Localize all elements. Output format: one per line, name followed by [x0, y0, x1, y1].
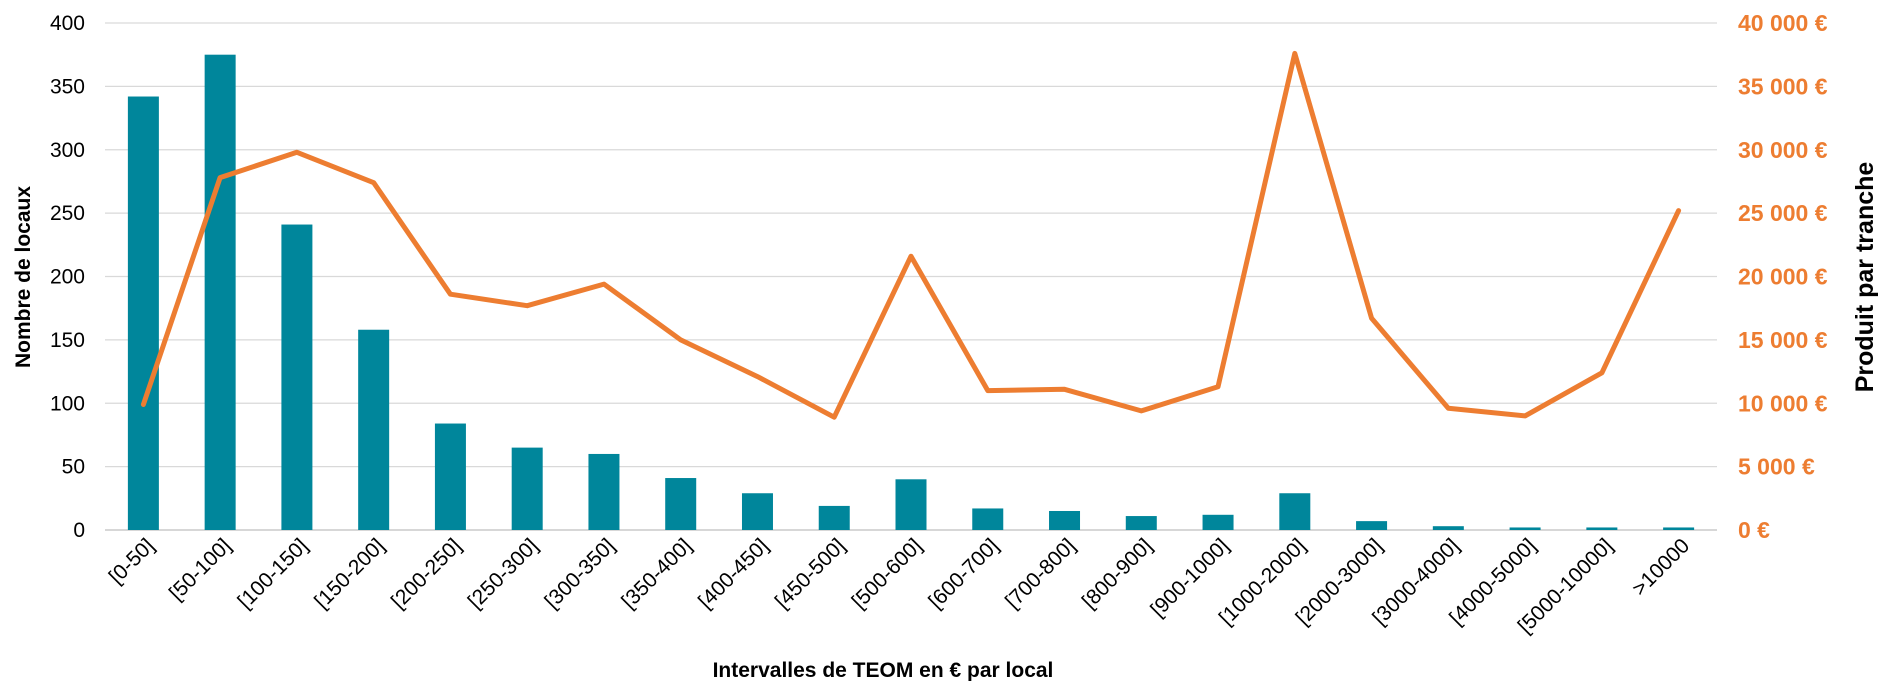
x-tick-label: [700-800]	[1001, 534, 1080, 613]
bar	[895, 479, 927, 530]
bar	[434, 423, 466, 530]
y-axis-title: Nombre de locaux	[12, 186, 35, 368]
y-tick-label: 250	[50, 202, 85, 225]
y-right-tick-label: 40 000 €	[1738, 10, 1828, 36]
bar	[818, 505, 850, 530]
y-tick-label: 200	[50, 266, 85, 289]
y-right-tick-label: 30 000 €	[1738, 137, 1828, 163]
y-tick-label: 100	[50, 392, 85, 415]
bar	[127, 96, 159, 530]
x-tick-label: [450-500]	[771, 534, 850, 613]
x-tick-label: [500-600]	[848, 534, 927, 613]
bar	[358, 329, 390, 530]
x-tick-label: [50-100]	[165, 534, 236, 605]
y-axis-right-title: Produit par tranche	[1851, 162, 1879, 393]
bar	[588, 453, 620, 530]
bar	[1586, 527, 1618, 530]
y-right-tick-label: 20 000 €	[1738, 264, 1828, 290]
y-tick-label: 150	[50, 329, 85, 352]
bar	[741, 493, 773, 530]
bar	[511, 447, 543, 530]
x-axis-title: Intervalles de TEOM en € par local	[713, 659, 1054, 681]
bar	[1049, 510, 1081, 530]
bar	[1356, 521, 1388, 530]
y-tick-label: 50	[62, 456, 85, 479]
bar	[1125, 516, 1157, 530]
y-right-tick-label: 25 000 €	[1738, 200, 1828, 226]
y-tick-label: 350	[50, 75, 85, 98]
x-tick-label: [0-50]	[105, 534, 159, 588]
x-tick-label: >10000	[1628, 534, 1694, 600]
x-tick-label: [600-700]	[924, 534, 1003, 613]
left-axis-ticks: 0 50 100 150 200 250 300 350 400	[50, 12, 85, 542]
y-right-tick-label: 10 000 €	[1738, 390, 1828, 416]
x-tick-label: [250-300]	[464, 534, 543, 613]
bar	[204, 54, 236, 530]
bar	[665, 478, 697, 530]
x-tick-label: [300-350]	[540, 534, 619, 613]
bar	[1432, 526, 1464, 530]
y-tick-label: 400	[50, 12, 85, 35]
y-right-tick-label: 0 €	[1738, 517, 1770, 543]
category-labels: [0-50] [50-100][100-150][150-200][200-250…	[105, 534, 1694, 638]
y-right-tick-label: 5 000 €	[1738, 454, 1815, 480]
right-axis-ticks: 0 € 5 000 € 10 000 € 15 000 € 20 000 € 25 000…	[1738, 10, 1828, 543]
line-series	[140, 50, 1682, 420]
bar-series	[127, 54, 1695, 530]
x-tick-label: [800-900]	[1078, 534, 1157, 613]
bar	[281, 224, 313, 530]
y-right-tick-label: 35 000 €	[1738, 73, 1828, 99]
bar	[1509, 527, 1541, 530]
bar	[1202, 514, 1234, 530]
bar	[972, 508, 1004, 530]
x-tick-label: [150-200]	[310, 534, 389, 613]
bar	[1663, 527, 1695, 530]
y-tick-label: 300	[50, 139, 85, 162]
x-tick-label: [350-400]	[617, 534, 696, 613]
x-tick-label: [200-250]	[387, 534, 466, 613]
x-tick-label: [400-450]	[694, 534, 773, 613]
gridlines	[105, 22, 1717, 531]
y-tick-label: 0	[73, 519, 85, 542]
bar	[1279, 493, 1311, 530]
y-right-tick-label: 15 000 €	[1738, 327, 1828, 353]
x-tick-label: [100-150]	[233, 534, 312, 613]
series-line	[140, 50, 1682, 420]
